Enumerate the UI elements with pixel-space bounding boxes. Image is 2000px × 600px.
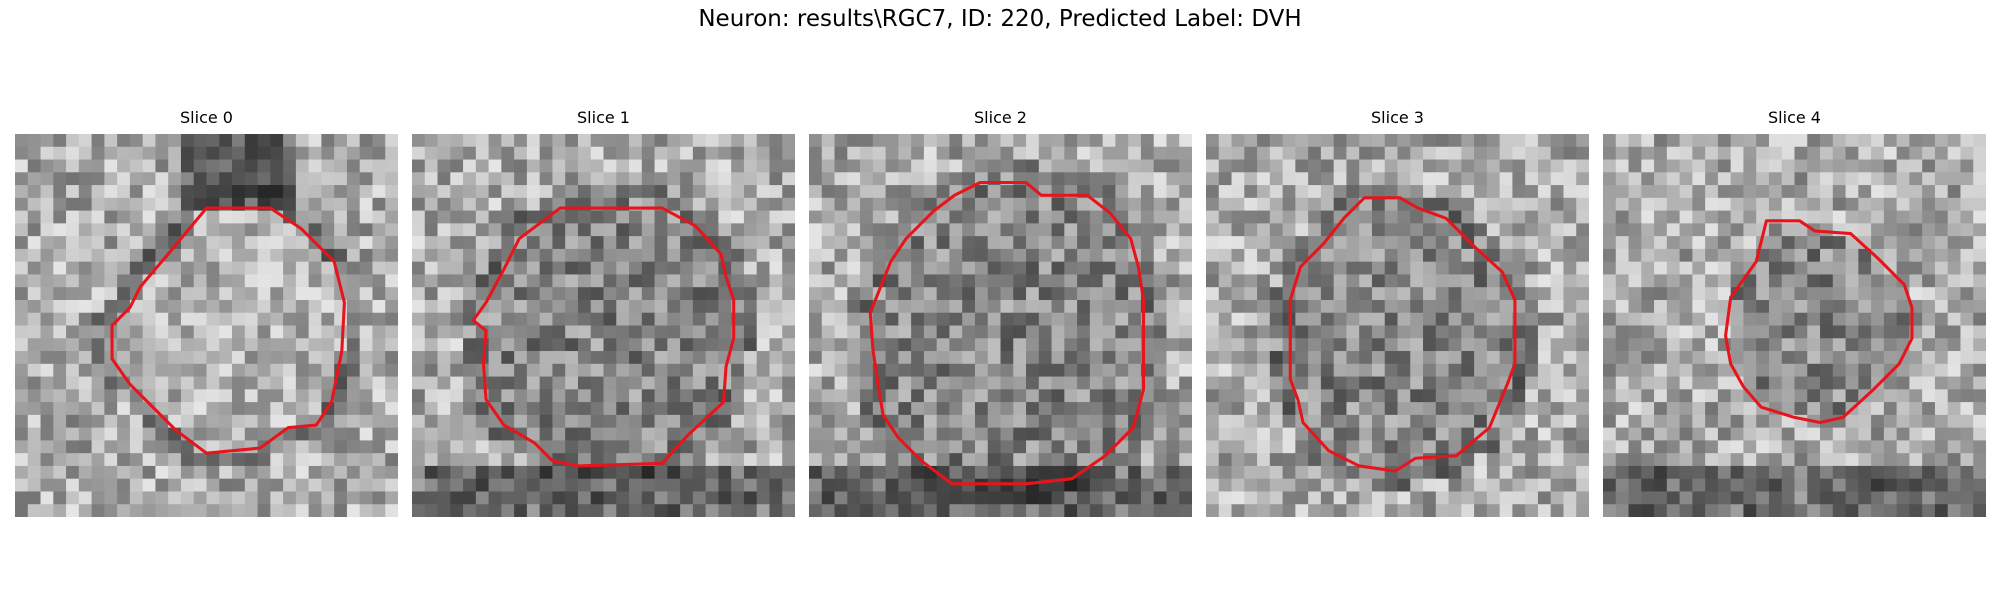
figure-title: Neuron: results\RGC7, ID: 220, Predicted…: [698, 6, 1302, 32]
segmentation-contour: [1724, 219, 1914, 425]
slice-title-0: Slice 0: [180, 108, 233, 127]
segmentation-contour: [110, 206, 346, 455]
slice-title-3: Slice 3: [1371, 108, 1424, 127]
slice-title-4: Slice 4: [1768, 108, 1821, 127]
pixel-grid: [412, 134, 795, 517]
slice-image-2: [809, 134, 1192, 517]
pixel-grid: [809, 134, 1192, 517]
slice-image-1: [412, 134, 795, 517]
slice-image-3: [1206, 134, 1589, 517]
segmentation-contour: [471, 206, 736, 468]
segmentation-contour: [1288, 196, 1517, 473]
pixel-grid: [1603, 134, 1986, 517]
slice-image-0: [15, 134, 398, 517]
pixel-grid: [1206, 134, 1589, 517]
slice-title-2: Slice 2: [974, 108, 1027, 127]
slice-image-4: [1603, 134, 1986, 517]
segmentation-contour: [868, 180, 1146, 486]
pixel-grid: [15, 134, 398, 517]
slice-title-1: Slice 1: [577, 108, 630, 127]
